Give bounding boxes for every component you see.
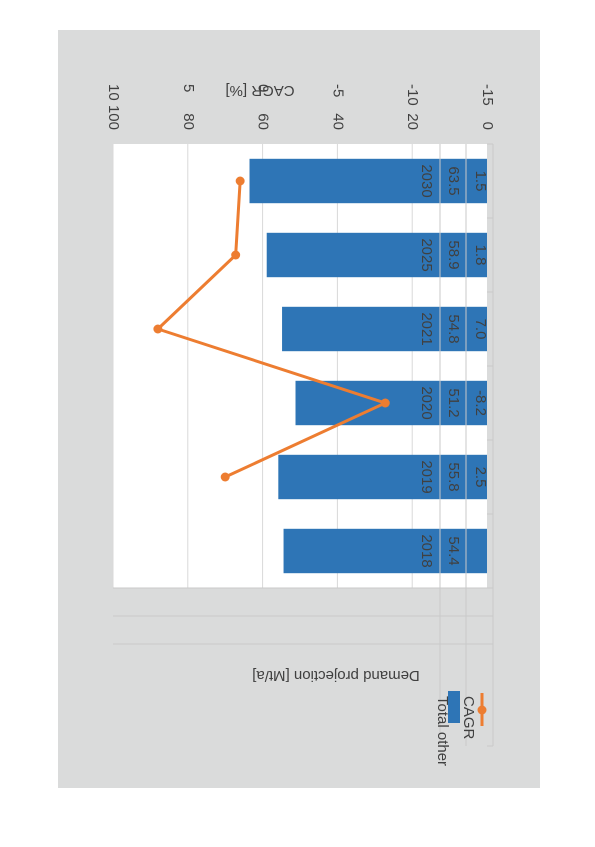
legend-swatch-total-other	[448, 691, 460, 723]
right-tick-label: 5	[180, 84, 197, 92]
cagr-value-2020: -8.2	[472, 390, 489, 416]
category-label-2019: 2019	[418, 460, 435, 493]
bar-2018	[283, 528, 487, 574]
cagr-point-2025	[231, 250, 241, 260]
legend-marker-cagr	[477, 705, 487, 715]
legend-label-cagr: CAGR	[460, 696, 477, 740]
cagr-value-2021: 7.0	[472, 319, 489, 340]
left-tick-label: 40	[329, 113, 346, 130]
bar-value-2019: 55.8	[445, 462, 462, 491]
cagr-point-2020	[380, 398, 390, 408]
category-label-2018: 2018	[418, 534, 435, 567]
cagr-point-2030	[235, 176, 245, 186]
category-label-2021: 2021	[418, 312, 435, 345]
right-tick-label: -15	[479, 84, 496, 106]
cagr-value-2030: 1.5	[472, 171, 489, 192]
legend-label-total-other: Total other	[434, 696, 451, 766]
left-tick-label: 20	[404, 113, 421, 130]
gridlines	[112, 144, 413, 588]
left-axis-title: Demand projection [Mt/a]	[252, 667, 420, 684]
right-tick-label: 0	[255, 84, 272, 92]
cagr-value-2025: 1.8	[472, 245, 489, 266]
cagr-point-2019	[220, 472, 230, 482]
right-tick-label: -5	[329, 84, 346, 97]
cagr-point-2021	[153, 324, 163, 334]
category-label-2020: 2020	[418, 386, 435, 419]
bar-value-2021: 54.8	[445, 314, 462, 343]
bar-2030	[249, 158, 487, 204]
left-tick-label: 80	[180, 113, 197, 130]
bar-2019	[278, 454, 487, 500]
bar-2021	[282, 306, 487, 352]
bar-value-2030: 63.5	[445, 166, 462, 195]
bar-value-2020: 51.2	[445, 388, 462, 417]
category-label-2030: 2030	[418, 164, 435, 197]
left-axis-ticks: 0 20 40 60 80 100	[105, 105, 496, 130]
bar-2025	[266, 232, 487, 278]
right-axis-title: CAGR [%]	[225, 82, 294, 99]
bar-value-2018: 54.4	[445, 536, 462, 565]
data-table: 2018 54.4 2019 55.8 2.5 2020 51.2 -8.2 2021 54.8 7…	[418, 164, 489, 567]
data-table-grid	[113, 143, 494, 747]
left-tick-label: 60	[255, 113, 272, 130]
plot-area	[113, 144, 487, 588]
right-tick-label: -10	[404, 84, 421, 106]
cagr-value-2019: 2.5	[472, 467, 489, 488]
category-label-2025: 2025	[418, 238, 435, 271]
left-tick-label: 0	[479, 122, 496, 130]
right-tick-label: 10	[105, 84, 122, 101]
bar-value-2025: 58.9	[445, 240, 462, 269]
bar-2020	[295, 380, 487, 426]
bar-series-total-other	[249, 158, 487, 574]
line-series-cagr	[153, 176, 390, 482]
left-tick-label: 100	[105, 105, 122, 130]
right-axis-ticks: -15 -10 -5 0 5 10	[105, 84, 496, 106]
